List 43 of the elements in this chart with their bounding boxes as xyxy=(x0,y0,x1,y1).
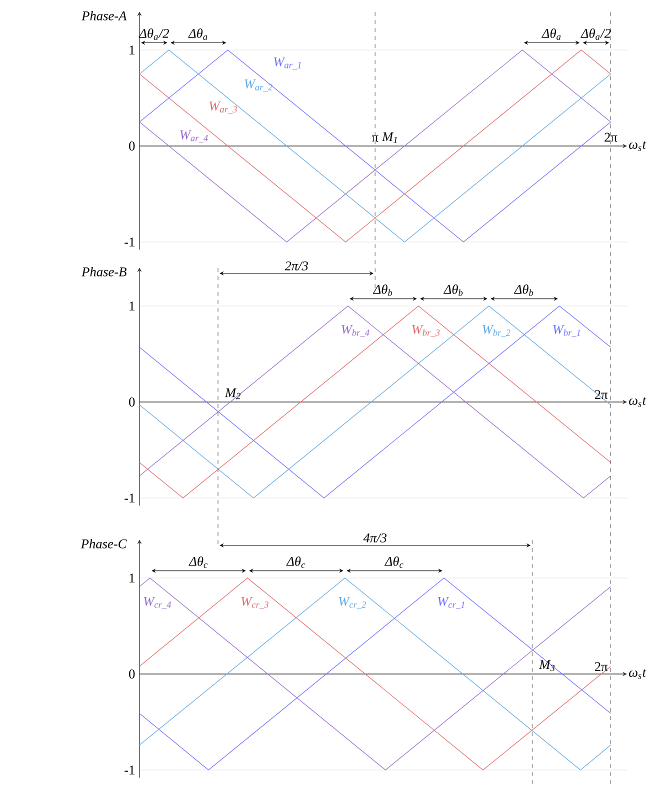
x-tick-label: π xyxy=(372,135,378,142)
annotation: Δθ$_{b}$ xyxy=(514,284,534,296)
annotation: Δθ$_{c}$ xyxy=(188,556,208,568)
series-label: W$_{br_3}$ xyxy=(412,324,440,337)
y-tick-label: -1 xyxy=(124,238,134,246)
y-tick-label: 0 xyxy=(129,142,135,150)
series-label: W$_{ar_1}$ xyxy=(274,57,301,70)
y-tick-label: 0 xyxy=(129,670,135,678)
annotation: 4π/3 xyxy=(363,533,386,542)
chart-title: Phase-C xyxy=(80,538,127,548)
y-tick-label: 1 xyxy=(130,574,134,582)
series-label: W$_{cr_1}$ xyxy=(438,596,464,609)
annotation: Δθ$_{a}$ xyxy=(188,28,208,40)
y-tick-label: 0 xyxy=(129,398,135,406)
series-label: W$_{ar_4}$ xyxy=(180,130,208,142)
y-tick-label: -1 xyxy=(124,494,134,502)
annotation: Δθ$_{c}$ xyxy=(384,556,404,568)
annotation: Δθ$_{a}$/2 xyxy=(580,28,611,40)
annotation: 2π xyxy=(594,662,608,672)
series-label: W$_{br_2}$ xyxy=(482,324,510,337)
series-label: W$_{br_1}$ xyxy=(553,324,580,337)
annotation: Δθ$_{b}$ xyxy=(372,284,392,296)
series-label: W$_{ar_2}$ xyxy=(244,80,272,92)
series-label: W$_{cr_3}$ xyxy=(241,596,268,609)
ref-line-label: M$_{2}$ xyxy=(224,388,240,400)
series-label: W$_{ar_3}$ xyxy=(209,102,237,114)
series-label: W$_{cr_2}$ xyxy=(338,596,366,609)
chart-title: Phase-B xyxy=(82,266,126,276)
annotation: Δθ$_{a}$ xyxy=(541,28,561,40)
annotation: Δθ$_{c}$ xyxy=(286,556,306,568)
y-tick-label: -1 xyxy=(124,766,134,774)
y-tick-label: 1 xyxy=(130,302,134,310)
x-axis-title: ω$_{s}$t xyxy=(629,141,646,151)
x-axis-title: ω$_{s}$t xyxy=(629,669,646,679)
annotation: Δθ$_{b}$ xyxy=(443,284,463,296)
series-label: W$_{cr_4}$ xyxy=(144,596,172,609)
ref-line-label: M$_{3}$ xyxy=(538,660,555,672)
y-tick-label: 1 xyxy=(130,46,134,54)
x-axis-title: ω$_{s}$t xyxy=(629,397,646,407)
series-label: W$_{br_4}$ xyxy=(342,324,370,337)
ref-line-label: M$_{1}$ xyxy=(382,132,397,144)
chart-title: Phase-A xyxy=(82,10,127,20)
annotation: 2π/3 xyxy=(284,261,308,270)
